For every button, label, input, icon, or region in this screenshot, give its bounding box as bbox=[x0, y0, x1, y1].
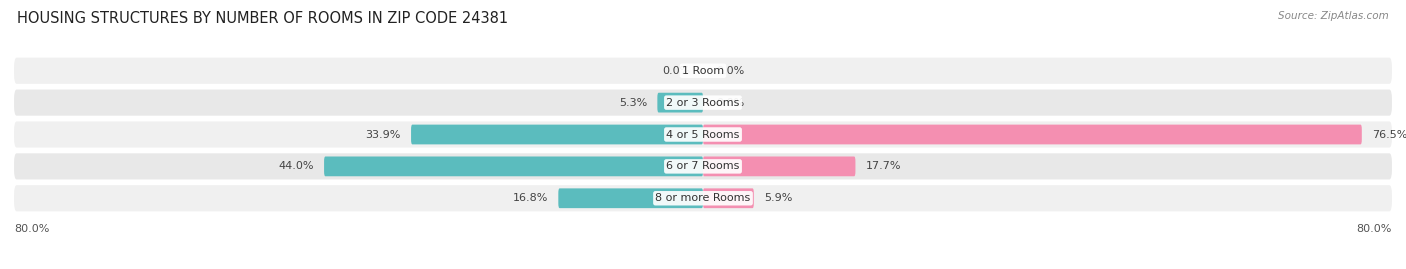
Text: 0.0%: 0.0% bbox=[662, 66, 690, 76]
Text: 5.3%: 5.3% bbox=[619, 98, 647, 108]
Text: 44.0%: 44.0% bbox=[278, 161, 314, 171]
Text: 0.0%: 0.0% bbox=[716, 66, 744, 76]
Text: 80.0%: 80.0% bbox=[14, 224, 49, 234]
Text: 6 or 7 Rooms: 6 or 7 Rooms bbox=[666, 161, 740, 171]
FancyBboxPatch shape bbox=[411, 125, 703, 144]
FancyBboxPatch shape bbox=[14, 58, 1392, 84]
FancyBboxPatch shape bbox=[703, 125, 1362, 144]
FancyBboxPatch shape bbox=[703, 188, 754, 208]
Text: HOUSING STRUCTURES BY NUMBER OF ROOMS IN ZIP CODE 24381: HOUSING STRUCTURES BY NUMBER OF ROOMS IN… bbox=[17, 11, 508, 26]
Text: 5.9%: 5.9% bbox=[763, 193, 793, 203]
Text: 4 or 5 Rooms: 4 or 5 Rooms bbox=[666, 129, 740, 140]
Text: 33.9%: 33.9% bbox=[366, 129, 401, 140]
FancyBboxPatch shape bbox=[14, 153, 1392, 179]
Text: 16.8%: 16.8% bbox=[513, 193, 548, 203]
Text: 80.0%: 80.0% bbox=[1357, 224, 1392, 234]
FancyBboxPatch shape bbox=[14, 185, 1392, 211]
Text: 76.5%: 76.5% bbox=[1372, 129, 1406, 140]
Text: 0.0%: 0.0% bbox=[716, 98, 744, 108]
FancyBboxPatch shape bbox=[14, 90, 1392, 116]
Text: Source: ZipAtlas.com: Source: ZipAtlas.com bbox=[1278, 11, 1389, 21]
Text: 2 or 3 Rooms: 2 or 3 Rooms bbox=[666, 98, 740, 108]
Text: 17.7%: 17.7% bbox=[866, 161, 901, 171]
Text: 1 Room: 1 Room bbox=[682, 66, 724, 76]
FancyBboxPatch shape bbox=[558, 188, 703, 208]
FancyBboxPatch shape bbox=[658, 93, 703, 112]
FancyBboxPatch shape bbox=[703, 157, 855, 176]
FancyBboxPatch shape bbox=[14, 121, 1392, 148]
FancyBboxPatch shape bbox=[323, 157, 703, 176]
Text: 8 or more Rooms: 8 or more Rooms bbox=[655, 193, 751, 203]
